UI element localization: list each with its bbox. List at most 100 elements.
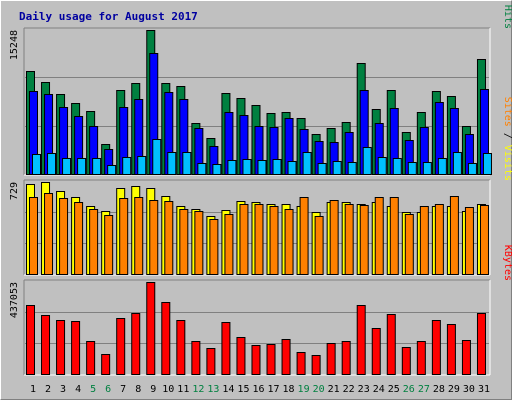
bar-sites-26 (404, 214, 414, 275)
bar-pages-21 (332, 161, 342, 175)
x-tick-label-15: 15 (237, 384, 249, 395)
bar-pages-24 (377, 157, 387, 175)
bar-sites-1 (29, 197, 38, 275)
bar-pages-2 (47, 153, 57, 175)
bar-sites-30 (464, 207, 474, 275)
bar-sites-19 (299, 197, 309, 275)
bar-kbytes-22 (341, 341, 351, 375)
bar-sites-23 (359, 205, 369, 275)
bar-sites-28 (434, 204, 444, 275)
bar-kbytes-27 (416, 341, 426, 375)
bar-kbytes-2 (41, 315, 51, 375)
bar-sites-17 (269, 206, 279, 275)
panel-hits-files-pages-max-label: 15248 (9, 30, 20, 60)
x-tick-label-11: 11 (177, 384, 189, 395)
x-tick-label-28: 28 (433, 384, 445, 395)
bar-pages-18 (287, 161, 297, 175)
bar-kbytes-26 (401, 347, 411, 375)
bar-sites-13 (209, 219, 219, 275)
bar-pages-28 (437, 158, 447, 175)
bar-kbytes-15 (236, 337, 246, 375)
chart-title: Daily usage for August 2017 (19, 10, 198, 23)
bar-pages-22 (347, 162, 357, 175)
bar-pages-27 (422, 162, 432, 175)
panel-kbytes-legend: KBytes (502, 245, 512, 281)
bar-sites-27 (419, 206, 429, 275)
bar-pages-9 (152, 139, 162, 175)
bar-sites-8 (134, 197, 144, 275)
bar-kbytes-20 (311, 355, 321, 375)
bar-pages-16 (257, 160, 267, 175)
bar-pages-7 (122, 157, 132, 175)
x-tick-label-21: 21 (328, 384, 340, 395)
bar-kbytes-8 (131, 313, 141, 375)
bar-sites-3 (59, 198, 69, 275)
panel-kbytes-max-label: 437053 (9, 282, 20, 318)
bar-sites-16 (254, 204, 264, 275)
bar-pages-12 (197, 163, 207, 175)
bar-pages-14 (227, 160, 237, 175)
bar-kbytes-1 (26, 305, 35, 375)
bar-kbytes-16 (251, 345, 261, 375)
bar-sites-14 (224, 214, 234, 275)
bar-kbytes-29 (446, 324, 456, 375)
x-tick-label-6: 6 (105, 384, 111, 395)
x-tick-label-3: 3 (60, 384, 66, 395)
bar-pages-6 (107, 165, 117, 175)
legend-item-1: / (502, 127, 512, 145)
x-tick-label-7: 7 (120, 384, 126, 395)
x-tick-label-23: 23 (358, 384, 370, 395)
bar-pages-8 (137, 156, 147, 175)
bar-pages-5 (92, 158, 102, 175)
x-tick-label-17: 17 (267, 384, 279, 395)
bar-kbytes-9 (146, 282, 156, 375)
x-tick-label-27: 27 (418, 384, 430, 395)
x-tick-label-20: 20 (313, 384, 325, 395)
x-tick-label-14: 14 (222, 384, 234, 395)
legend-item-0: Sites (502, 97, 512, 127)
x-tick-label-9: 9 (150, 384, 156, 395)
bar-pages-19 (302, 152, 312, 175)
bar-kbytes-5 (86, 341, 96, 375)
x-tick-label-18: 18 (283, 384, 295, 395)
panel-visits-sites-legend: Sites / Visits (502, 97, 512, 181)
legend-item-0: KBytes (502, 245, 512, 281)
x-tick-label-29: 29 (448, 384, 460, 395)
bar-kbytes-3 (56, 320, 66, 375)
bar-sites-31 (479, 205, 489, 275)
bar-sites-6 (104, 215, 114, 275)
x-tick-label-10: 10 (162, 384, 174, 395)
panel-hits-files-pages-legend: Pages / Files / Hits (502, 0, 512, 29)
bar-sites-25 (389, 197, 399, 275)
bar-kbytes-13 (206, 348, 216, 375)
bar-kbytes-6 (101, 354, 111, 375)
bar-kbytes-21 (326, 343, 336, 375)
bar-sites-11 (179, 209, 189, 275)
bar-kbytes-25 (386, 314, 396, 375)
bar-pages-15 (242, 159, 252, 175)
x-tick-label-5: 5 (90, 384, 96, 395)
x-tick-label-30: 30 (463, 384, 475, 395)
bar-sites-20 (314, 216, 324, 275)
bar-kbytes-17 (266, 344, 276, 375)
x-tick-label-26: 26 (403, 384, 415, 395)
bar-sites-4 (74, 202, 84, 275)
bar-pages-29 (452, 152, 462, 175)
bar-pages-25 (392, 158, 402, 175)
x-tick-label-8: 8 (135, 384, 141, 395)
legend-item-3: / (502, 0, 512, 5)
x-tick-label-2: 2 (45, 384, 51, 395)
bar-sites-7 (119, 198, 129, 275)
bar-pages-30 (467, 163, 477, 175)
bar-kbytes-24 (371, 328, 381, 375)
bar-sites-12 (194, 211, 204, 275)
x-tick-label-4: 4 (75, 384, 81, 395)
bar-pages-4 (77, 158, 87, 175)
legend-item-4: Hits (502, 5, 512, 29)
bar-kbytes-23 (356, 305, 366, 375)
bar-pages-1 (32, 154, 41, 175)
bar-sites-22 (344, 204, 354, 275)
bar-pages-20 (317, 163, 327, 175)
x-tick-label-1: 1 (30, 384, 36, 395)
